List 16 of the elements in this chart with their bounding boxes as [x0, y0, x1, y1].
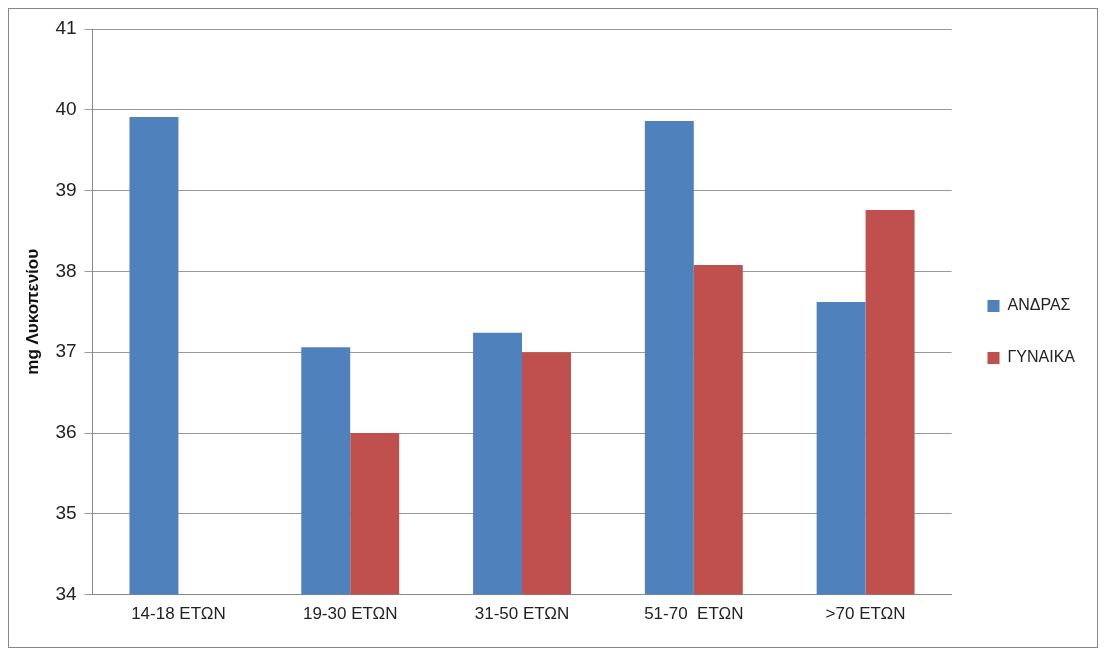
y-tick-label: 36: [55, 421, 77, 443]
y-tick-label: 41: [55, 17, 77, 39]
legend-label: ΑΝΔΡΑΣ: [1007, 296, 1071, 314]
y-tick-label: 37: [55, 340, 77, 362]
y-tick-label: 38: [55, 259, 77, 281]
y-tick-label: 35: [55, 502, 77, 524]
y-axis-title: mg Λυκοπενίου: [22, 248, 42, 375]
x-tick-label: >70 ΕΤΩΝ: [825, 604, 906, 624]
x-tick-label: 14-18 ΕΤΩΝ: [131, 604, 226, 624]
y-tick-label: 40: [55, 98, 77, 120]
legend-label: ΓΥΝΑΙΚΑ: [1007, 348, 1076, 366]
y-tick-label: 34: [55, 582, 77, 604]
x-tick-label: 51-70 ΕΤΩΝ: [644, 604, 744, 624]
x-tick-label: 31-50 ΕΤΩΝ: [474, 604, 570, 624]
y-tick-label: 39: [55, 178, 77, 200]
x-tick-label: 19-30 ΕΤΩΝ: [302, 604, 398, 624]
